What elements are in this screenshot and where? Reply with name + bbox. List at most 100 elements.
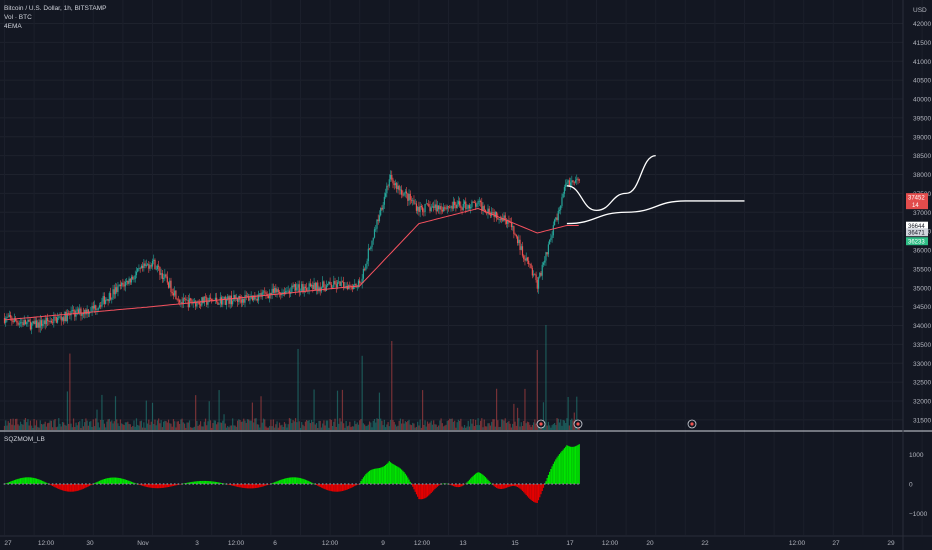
volume-bar bbox=[325, 420, 327, 430]
candle-body bbox=[219, 297, 221, 304]
momentum-bar bbox=[576, 445, 578, 484]
volume-bar bbox=[274, 427, 276, 430]
candle-body bbox=[355, 284, 357, 288]
momentum-bar bbox=[29, 477, 31, 484]
candle-body bbox=[261, 292, 263, 297]
grid bbox=[0, 23, 903, 421]
volume-bar bbox=[573, 412, 575, 430]
momentum-bar bbox=[550, 469, 552, 484]
volume-bar bbox=[303, 426, 305, 430]
candle-body bbox=[134, 275, 136, 280]
candle-body bbox=[172, 293, 175, 296]
volume-bar bbox=[49, 420, 51, 430]
momentum-bar bbox=[212, 481, 214, 484]
squeeze-dot bbox=[125, 483, 128, 485]
squeeze-dot bbox=[77, 483, 80, 485]
volume-bar bbox=[172, 419, 175, 430]
candle-body bbox=[211, 298, 213, 301]
momentum-bar bbox=[69, 484, 71, 492]
volume-bar bbox=[468, 426, 471, 430]
candle-body bbox=[368, 248, 371, 250]
squeeze-dot bbox=[251, 483, 254, 485]
candle-body bbox=[81, 312, 83, 316]
volume-bar bbox=[230, 425, 233, 430]
candle-body bbox=[560, 205, 562, 210]
candle-body bbox=[435, 204, 437, 212]
candle-body bbox=[478, 200, 480, 202]
squeeze-dot bbox=[159, 483, 161, 485]
momentum-bar bbox=[539, 484, 541, 498]
volume-bar bbox=[283, 422, 286, 430]
volume-bar bbox=[452, 421, 455, 430]
squeeze-dot bbox=[436, 483, 439, 485]
volume-bar bbox=[493, 419, 495, 430]
squeeze-dot bbox=[432, 483, 435, 485]
volume-bar bbox=[200, 421, 202, 430]
volume-bar bbox=[292, 420, 294, 430]
volume-bar bbox=[180, 419, 182, 430]
squeeze-dot bbox=[192, 483, 194, 485]
momentum-bar bbox=[58, 484, 60, 489]
volume-bar bbox=[126, 422, 128, 430]
squeeze-dot bbox=[255, 483, 257, 485]
candle-body bbox=[195, 301, 197, 307]
candle-body bbox=[415, 203, 418, 211]
momentum-bar bbox=[565, 446, 567, 484]
volume-bar bbox=[373, 419, 376, 430]
momentum-bar bbox=[487, 479, 489, 484]
momentum-bar bbox=[42, 480, 44, 484]
volume-bar bbox=[169, 423, 171, 430]
candle-body bbox=[304, 286, 307, 288]
candle-body bbox=[356, 286, 358, 288]
candle-body bbox=[528, 260, 530, 265]
candle-body bbox=[254, 295, 256, 300]
volume-bar bbox=[272, 419, 274, 430]
volume-bar bbox=[555, 425, 557, 430]
volume-bar bbox=[59, 423, 61, 430]
candle-body bbox=[338, 281, 340, 283]
volume-bar bbox=[488, 423, 490, 430]
volume-bar bbox=[22, 424, 24, 430]
volume-bar bbox=[214, 420, 216, 430]
squeeze-dot bbox=[340, 483, 342, 485]
volume-bar bbox=[496, 388, 498, 430]
candle-body bbox=[542, 262, 545, 265]
volume-bar bbox=[467, 420, 469, 430]
volume-bar bbox=[489, 425, 492, 430]
candle-body bbox=[521, 246, 524, 256]
squeeze-dot bbox=[3, 483, 6, 485]
squeeze-dot bbox=[521, 483, 524, 485]
momentum-bar bbox=[572, 446, 574, 484]
momentum-bar bbox=[13, 480, 15, 484]
volume-bar bbox=[182, 422, 184, 430]
squeeze-dot bbox=[262, 483, 265, 485]
volume-bar bbox=[91, 426, 93, 430]
candle-body bbox=[445, 208, 447, 210]
momentum-bar bbox=[76, 484, 78, 491]
volume-bar bbox=[56, 426, 59, 430]
volume-bar bbox=[519, 426, 521, 430]
volume-bar bbox=[572, 420, 574, 430]
momentum-bar bbox=[49, 484, 51, 485]
candle-body bbox=[121, 282, 123, 287]
candle-body bbox=[50, 320, 52, 323]
volume-bar bbox=[570, 420, 572, 430]
volume-bar bbox=[446, 420, 448, 430]
squeeze-dot bbox=[244, 483, 246, 485]
squeeze-dot bbox=[59, 483, 61, 485]
volume-bar bbox=[345, 421, 347, 430]
volume-bar bbox=[524, 388, 526, 430]
volume-bar bbox=[454, 420, 456, 430]
momentum-bar bbox=[175, 484, 177, 486]
volume-bar bbox=[494, 426, 496, 430]
volume-bar bbox=[412, 422, 414, 430]
momentum-bar bbox=[47, 483, 49, 484]
candle-body bbox=[314, 282, 316, 290]
candle-body bbox=[572, 180, 574, 183]
momentum-bar bbox=[118, 477, 120, 484]
momentum-bar bbox=[422, 484, 424, 500]
earnings-marker-icon-dot bbox=[690, 422, 694, 426]
candle-body bbox=[434, 204, 436, 208]
momentum-bar bbox=[77, 484, 80, 491]
